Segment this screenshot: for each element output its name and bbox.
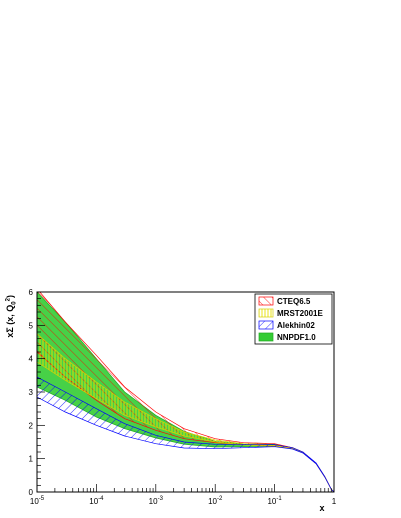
x-tick-label: 10-4 xyxy=(89,496,104,506)
legend-label-alekhin02: Alekhin02 xyxy=(277,321,315,330)
legend: CTEQ6.5 MRST2001E Alekhin02 NNPDF1.0 xyxy=(254,293,333,345)
y-axis-label: xΣ (x, Q02) xyxy=(5,295,18,338)
y-tick-label: 0 xyxy=(29,488,34,497)
legend-swatch-cteq6-5 xyxy=(258,296,274,306)
legend-label-mrst2001e: MRST2001E xyxy=(277,309,323,318)
y-axis-ticks: 0 1 2 3 4 5 6 xyxy=(29,288,45,497)
legend-label-nnpdf1-0: NNPDF1.0 xyxy=(277,333,316,342)
y-tick-label: 5 xyxy=(29,321,34,330)
x-tick-label: 1 xyxy=(332,497,337,506)
legend-swatch-alekhin02 xyxy=(258,320,274,330)
legend-label-cteq6-5: CTEQ6.5 xyxy=(277,297,311,306)
x-tick-label: 10-2 xyxy=(208,496,223,506)
x-axis-label: x xyxy=(319,503,324,513)
x-tick-label: 10-3 xyxy=(149,496,164,506)
x-tick-label: 10-5 xyxy=(30,496,45,506)
y-tick-label: 1 xyxy=(29,455,34,464)
y-tick-label: 4 xyxy=(29,355,34,364)
x-tick-label: 10-1 xyxy=(267,496,282,506)
y-tick-label: 3 xyxy=(29,388,34,397)
legend-swatch-nnpdf1-0 xyxy=(258,332,274,342)
legend-swatch-mrst2001e xyxy=(258,308,274,318)
y-tick-label: 6 xyxy=(29,288,34,297)
band-alekhin02 xyxy=(37,376,334,492)
y-tick-label: 2 xyxy=(29,421,34,430)
bands xyxy=(37,292,334,492)
x-axis-ticks: 10-5 10-4 10-3 10-2 10-1 1 xyxy=(30,484,337,506)
